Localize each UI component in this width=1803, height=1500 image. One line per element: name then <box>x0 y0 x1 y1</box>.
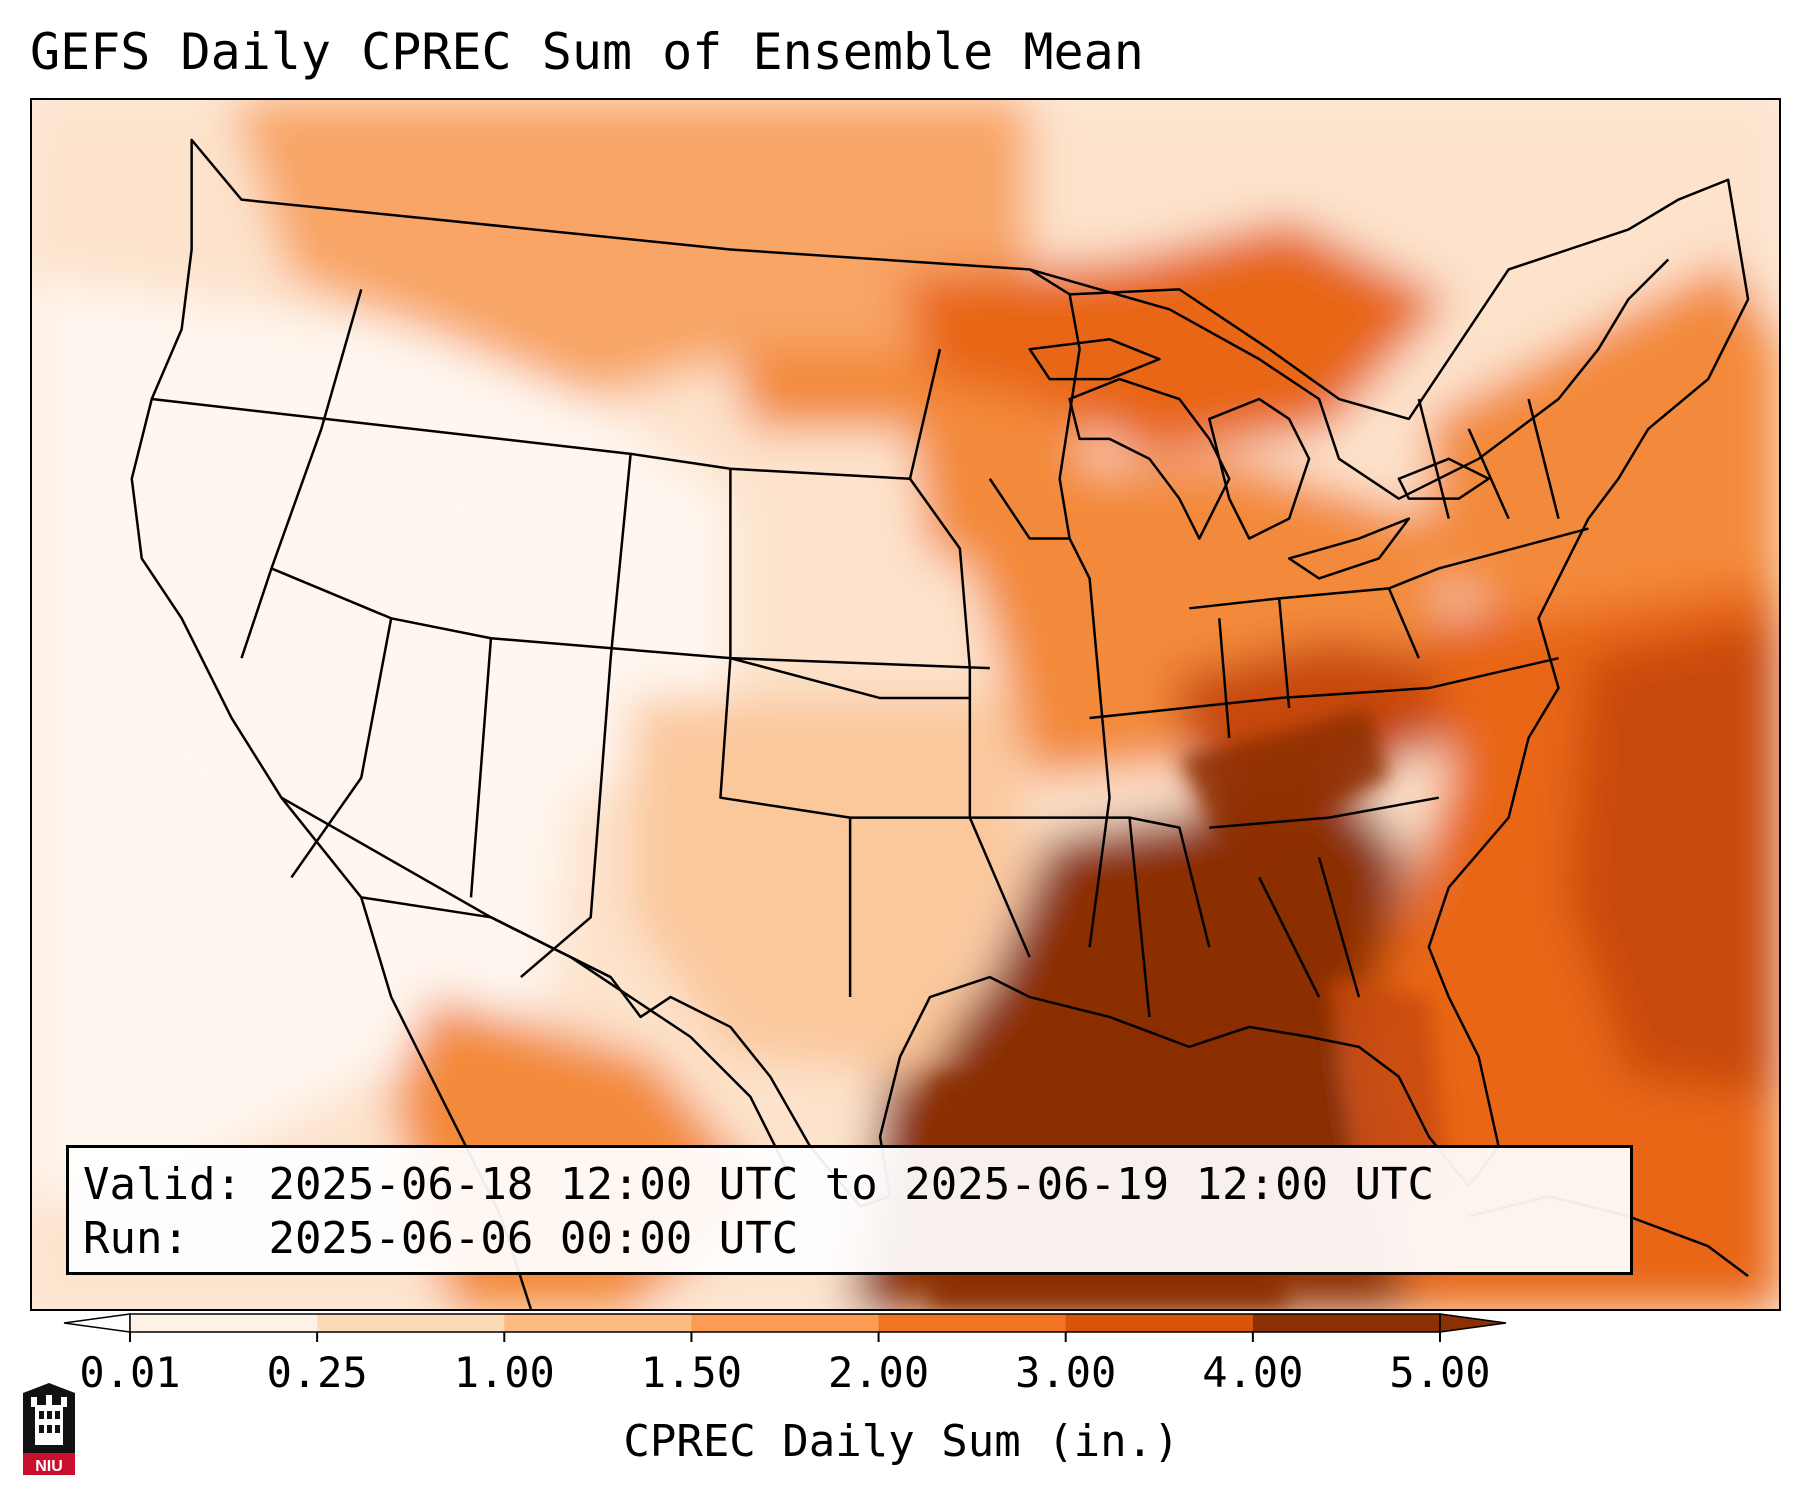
logo-band <box>23 1453 75 1475</box>
field-atlantic-max <box>1568 618 1779 1097</box>
colorbar-segment <box>317 1314 505 1332</box>
logo-text: NIU <box>35 1458 63 1475</box>
colorbar-tick-label: 2.00 <box>828 1348 929 1397</box>
colorbar-tick-label: 3.00 <box>1015 1348 1116 1397</box>
map-title: GEFS Daily CPREC Sum of Ensemble Mean <box>30 23 1144 81</box>
colorbar-segment <box>878 1314 1067 1332</box>
logo-tower <box>31 1395 67 1445</box>
colorbar-tick-label: 1.00 <box>454 1348 555 1397</box>
valid-time-box: Valid: 2025-06-18 12:00 UTC to 2025-06-1… <box>66 1145 1633 1275</box>
field-northeast <box>1428 259 1779 619</box>
colorbar-extend-max <box>1439 1313 1507 1333</box>
run-row: Run: 2025-06-06 00:00 UTC <box>83 1212 1616 1266</box>
field-tennessee <box>1179 707 1389 858</box>
valid-value: 2025-06-18 12:00 UTC to 2025-06-19 12:00… <box>268 1159 1435 1210</box>
colorbar-segment <box>504 1314 692 1332</box>
state-lines <box>151 289 1589 1018</box>
valid-label: Valid: <box>83 1159 242 1210</box>
precipitation-map <box>30 98 1781 1311</box>
colorbar: 0.01 0.25 1.00 1.50 2.00 3.00 4.00 5.00 <box>63 1313 1507 1397</box>
colorbar-extend-min <box>63 1313 131 1333</box>
field-great-basin <box>171 498 491 858</box>
run-label: Run: <box>83 1213 189 1264</box>
valid-row: Valid: 2025-06-18 12:00 UTC to 2025-06-1… <box>83 1158 1616 1212</box>
colorbar-tick-label: 4.00 <box>1202 1348 1303 1397</box>
colorbar-segment <box>1065 1314 1254 1332</box>
colorbar-outline <box>129 1313 1441 1333</box>
field-canada-prairies <box>231 100 1030 400</box>
field-florida <box>1329 977 1449 1197</box>
colorbar-segment <box>1252 1314 1441 1332</box>
logo-windows <box>39 1411 60 1433</box>
colorbar-tick-label: 0.25 <box>267 1348 368 1397</box>
map-canvas <box>32 100 1779 1309</box>
niu-logo: NIU <box>23 1383 75 1475</box>
run-value: 2025-06-06 00:00 UTC <box>268 1213 799 1264</box>
field-upper-midwest <box>900 219 1449 459</box>
mexico-border <box>280 796 792 1177</box>
field-southern-plains <box>630 698 1030 1077</box>
colorbar-segment <box>130 1314 318 1332</box>
colorbar-tick-label: 0.01 <box>79 1348 180 1397</box>
colorbar-tick-label: 1.50 <box>641 1348 742 1397</box>
colorbar-segments <box>63 1313 1507 1333</box>
colorbar-label: CPREC Daily Sum (in.) <box>623 1416 1180 1467</box>
great-lakes <box>1028 337 1490 580</box>
colorbar-tick-label: 5.00 <box>1389 1348 1490 1397</box>
colorbar-segment <box>691 1314 880 1332</box>
colorbar-ticks: 0.01 0.25 1.00 1.50 2.00 3.00 4.00 5.00 <box>79 1332 1491 1397</box>
canada-border-east <box>1029 258 1670 500</box>
